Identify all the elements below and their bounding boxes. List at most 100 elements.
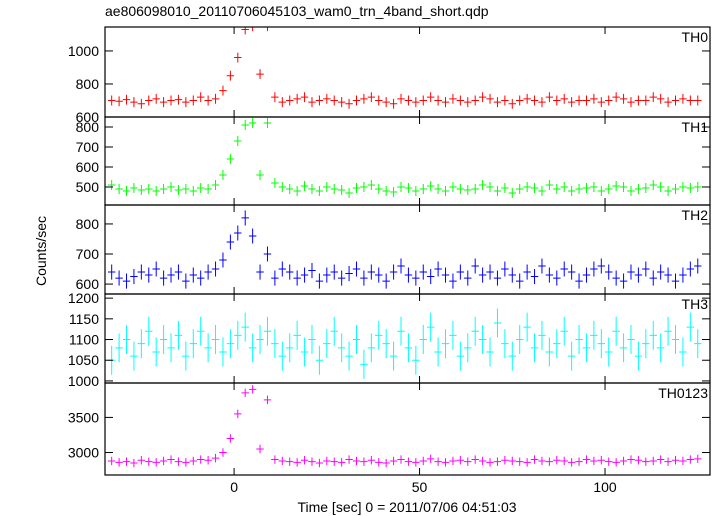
data-bin	[300, 92, 309, 103]
data-bin	[256, 325, 264, 355]
panel-frame	[104, 26, 711, 118]
data-bin	[560, 261, 568, 277]
data-bin	[234, 225, 242, 241]
data-bin	[642, 183, 650, 193]
data-bin	[515, 273, 524, 289]
data-bin	[145, 95, 153, 106]
data-bin	[590, 182, 598, 192]
data-bin	[530, 269, 539, 285]
data-bin	[679, 182, 687, 192]
data-bin	[545, 92, 554, 103]
data-bin	[286, 95, 294, 106]
data-bin	[159, 270, 168, 286]
data-bin	[538, 320, 546, 350]
data-bin	[656, 264, 665, 280]
data-bin	[634, 267, 643, 283]
panel	[107, 118, 702, 198]
data-bin	[649, 92, 657, 103]
y-tick-label: 800	[76, 76, 100, 92]
panel	[107, 385, 702, 468]
data-bin	[634, 184, 643, 194]
data-bin	[575, 184, 583, 194]
data-bin	[686, 261, 695, 277]
data-bin	[241, 312, 249, 342]
data-bin	[694, 329, 702, 359]
data-bin	[122, 325, 131, 355]
data-bin	[686, 455, 695, 464]
data-bin	[159, 456, 168, 466]
data-bin	[426, 181, 435, 191]
data-bin	[278, 341, 287, 371]
data-bin	[449, 182, 457, 192]
data-bin	[619, 93, 628, 104]
data-bin	[107, 456, 116, 466]
data-bin	[345, 455, 353, 464]
data-bin	[330, 264, 338, 280]
panel-label: TH2	[682, 207, 709, 223]
data-bin	[286, 264, 294, 280]
data-bin	[664, 457, 672, 466]
data-bin	[107, 180, 116, 190]
data-bin	[174, 185, 183, 195]
data-bin	[293, 458, 301, 467]
data-bin	[397, 455, 405, 464]
data-bin	[523, 458, 531, 467]
data-bin	[642, 329, 650, 359]
data-bin	[404, 267, 413, 283]
y-tick-label: 1100	[69, 332, 99, 348]
data-bin	[412, 97, 420, 108]
data-bin	[130, 183, 138, 193]
data-bin	[145, 457, 153, 466]
data-bin	[501, 183, 509, 193]
data-bin	[286, 333, 294, 363]
data-bin	[679, 456, 687, 466]
data-bin	[590, 320, 598, 350]
panel-label: TH0	[682, 29, 709, 45]
data-bin	[330, 95, 338, 106]
data-bin	[553, 329, 561, 359]
data-bin	[538, 186, 546, 196]
data-bin	[530, 95, 539, 106]
data-bin	[493, 270, 502, 286]
data-bin	[130, 458, 138, 468]
data-bin	[308, 184, 316, 194]
data-bin	[248, 228, 257, 244]
data-bin	[397, 316, 405, 346]
panel-frame	[104, 382, 711, 476]
data-bin	[582, 267, 591, 283]
data-bin	[219, 170, 227, 180]
data-bin	[441, 458, 450, 467]
data-bin	[634, 341, 643, 371]
data-bin	[271, 92, 279, 103]
data-bin	[397, 93, 405, 104]
data-bin	[671, 184, 680, 194]
data-bin	[545, 337, 554, 367]
data-bin	[271, 455, 279, 464]
data-bin	[137, 185, 146, 195]
data-bin	[486, 337, 494, 367]
data-bin	[337, 185, 346, 195]
data-bin	[426, 92, 435, 103]
data-bin	[419, 456, 427, 466]
data-bin	[627, 186, 635, 196]
data-bin	[204, 184, 212, 194]
data-bin	[404, 183, 413, 193]
data-bin	[404, 457, 413, 466]
data-bin	[471, 258, 479, 274]
data-bin	[174, 320, 183, 350]
data-bin	[597, 456, 606, 465]
data-bin	[196, 455, 205, 464]
data-bin	[204, 95, 212, 106]
data-bin	[389, 187, 398, 197]
data-bin	[234, 52, 242, 63]
data-bin	[530, 455, 539, 464]
data-bin	[196, 92, 205, 103]
data-bin	[419, 184, 427, 194]
data-bin	[501, 95, 509, 106]
data-bin	[308, 263, 316, 279]
data-bin	[278, 182, 287, 192]
data-bin	[352, 456, 361, 466]
data-bin	[590, 456, 598, 466]
data-bin	[538, 456, 546, 466]
